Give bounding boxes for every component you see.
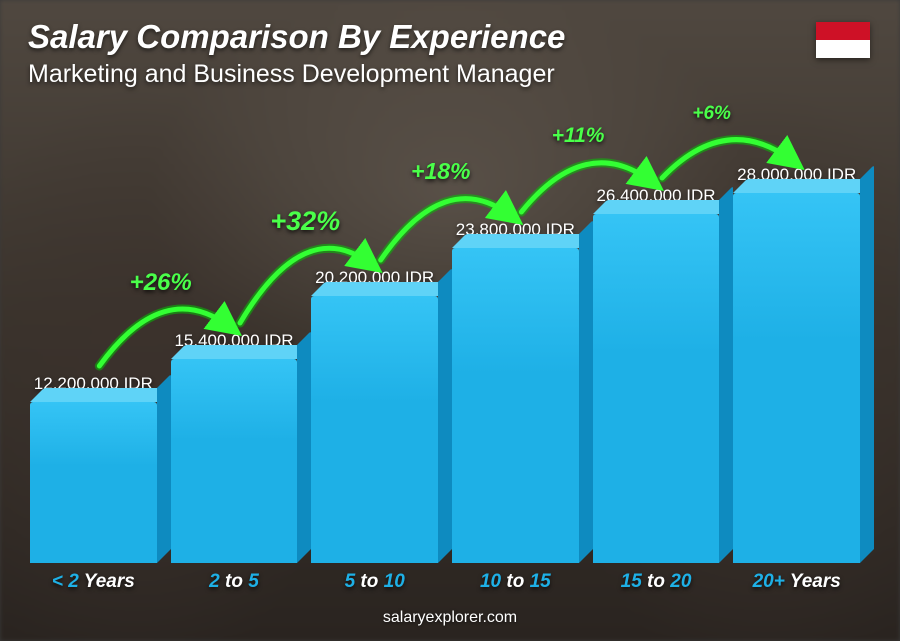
xaxis-label: 5 to 10: [311, 571, 438, 593]
bar-column: 28,000,000 IDR: [733, 165, 860, 563]
bar: [733, 193, 860, 563]
flag-stripe-bottom: [816, 40, 870, 58]
bar-column: 26,400,000 IDR: [593, 186, 720, 563]
bar-column: 15,400,000 IDR: [171, 331, 298, 563]
page-subtitle: Marketing and Business Development Manag…: [28, 60, 565, 89]
bar: [171, 359, 298, 563]
bar: [311, 296, 438, 563]
country-flag-icon: [816, 22, 870, 58]
bar-column: 23,800,000 IDR: [452, 220, 579, 563]
page-title: Salary Comparison By Experience: [28, 18, 565, 56]
watermark: salaryexplorer.com: [383, 609, 517, 627]
bar-column: 20,200,000 IDR: [311, 268, 438, 563]
bar: [30, 402, 157, 563]
flag-stripe-top: [816, 22, 870, 40]
bar-chart: 12,200,000 IDR15,400,000 IDR20,200,000 I…: [30, 93, 860, 593]
xaxis-label: 2 to 5: [171, 571, 298, 593]
xaxis-label: < 2 Years: [30, 571, 157, 593]
bar: [452, 248, 579, 563]
xaxis-label: 15 to 20: [593, 571, 720, 593]
xaxis-label: 20+ Years: [733, 571, 860, 593]
bar-column: 12,200,000 IDR: [30, 374, 157, 563]
bar: [593, 214, 720, 563]
xaxis-label: 10 to 15: [452, 571, 579, 593]
